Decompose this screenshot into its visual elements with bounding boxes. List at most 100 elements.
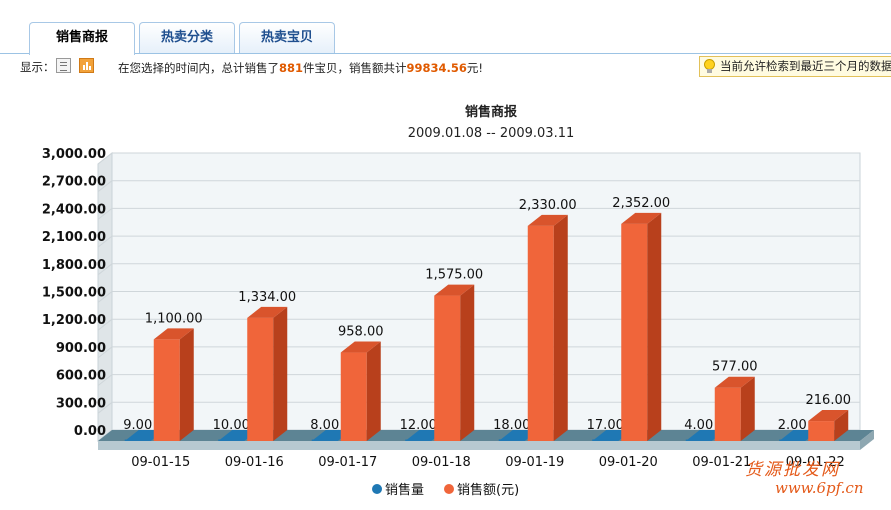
y-tick-label: 1,200.00 (42, 313, 106, 328)
chart-title: 销售商报 (465, 104, 518, 120)
plot-floor-top (98, 430, 874, 441)
legend-label-amount: 销售额(元) (457, 482, 519, 498)
x-tick-label: 09-01-20 (599, 455, 658, 470)
gridline-side (97, 235, 113, 248)
data-label-quantity: 4.00 (684, 418, 713, 433)
plot-floor-side (860, 430, 874, 450)
lightbulb-icon (704, 59, 715, 73)
notice-text: 当前允许检索到最近三个月的数据 (720, 59, 891, 73)
data-label-amount: 2,330.00 (519, 198, 577, 213)
bar-amount (153, 339, 180, 441)
data-label-amount: 216.00 (806, 393, 852, 408)
plot-floor-front (98, 441, 860, 450)
data-label-quantity: 2.00 (778, 418, 807, 433)
data-label-quantity: 9.00 (123, 418, 152, 433)
bar-amount-top (808, 410, 849, 422)
total-amount: 99834.56 (406, 61, 467, 75)
show-label: 显示： (20, 60, 55, 74)
data-label-quantity: 10.00 (213, 418, 250, 433)
gridline-side (97, 346, 113, 359)
watermark-logo: 货源批发网 www.6pf.cn (745, 455, 891, 500)
bar-amount-top (340, 341, 381, 353)
gridline-side (97, 263, 113, 276)
data-label-amount: 958.00 (338, 325, 384, 340)
watermark-line1: 货源批发网 (745, 460, 840, 480)
bar-amount-top (714, 376, 755, 388)
data-label-quantity: 12.00 (400, 418, 437, 433)
y-tick-label: 600.00 (56, 369, 106, 384)
bar-amount-side (740, 376, 755, 441)
bar-amount-side (834, 410, 849, 441)
tab-bar: 销售商报 热卖分类 热卖宝贝 (0, 0, 891, 55)
legend-dot-quantity (372, 484, 382, 494)
notice-box: 当前允许检索到最近三个月的数据 (699, 56, 891, 77)
y-tick-label: 300.00 (56, 396, 106, 411)
tab-hot-items[interactable]: 热卖宝贝 (239, 22, 335, 53)
gridline-side (97, 291, 113, 303)
bar-amount-top (621, 212, 662, 224)
data-label-amount: 577.00 (712, 360, 758, 375)
bar-amount (434, 295, 461, 441)
y-tick-label: 2,700.00 (42, 175, 106, 190)
bar-amount-side (647, 212, 662, 441)
bar-amount-side (366, 341, 381, 441)
data-label-amount: 1,575.00 (425, 268, 483, 283)
chart-view-icon[interactable] (79, 58, 94, 73)
bar-amount (808, 421, 835, 441)
list-view-icon[interactable] (56, 58, 71, 73)
y-tick-label: 3,000.00 (42, 147, 106, 162)
bar-amount-side (460, 284, 475, 441)
bar-quantity-front (685, 439, 712, 441)
tab-hot-categories[interactable]: 热卖分类 (139, 22, 235, 53)
y-tick-label: 1,500.00 (42, 286, 106, 301)
bar-quantity-front (779, 439, 806, 441)
x-tick-label: 09-01-15 (131, 455, 190, 470)
y-tick-label: 2,400.00 (42, 202, 106, 217)
data-label-amount: 1,334.00 (238, 290, 296, 305)
bar-amount-side (553, 214, 568, 441)
legend-dot-amount (444, 484, 454, 494)
bar-amount (247, 317, 274, 441)
bar-amount (621, 223, 648, 441)
watermark-line2: www.6pf.cn (775, 479, 864, 497)
bar-amount-side (179, 328, 194, 441)
y-tick-label: 900.00 (56, 341, 106, 356)
bar-amount-top (434, 284, 475, 296)
x-tick-label: 09-01-19 (505, 455, 564, 470)
gridline-side (97, 401, 113, 414)
data-label-quantity: 17.00 (587, 418, 624, 433)
bar-quantity-front (218, 439, 245, 441)
gridline-side (97, 208, 113, 220)
tab-sales-report[interactable]: 销售商报 (29, 22, 135, 55)
y-tick-label: 0.00 (74, 424, 106, 439)
total-items: 881 (279, 61, 304, 75)
data-label-quantity: 18.00 (493, 418, 530, 433)
bar-amount (340, 352, 367, 441)
bar-quantity-front (592, 439, 619, 441)
sales-summary: 在您选择的时间内，总计销售了881件宝贝，销售额共计99834.56元! (118, 61, 484, 75)
x-tick-label: 09-01-18 (412, 455, 471, 470)
x-tick-label: 09-01-17 (318, 455, 377, 470)
gridline-side (97, 152, 113, 165)
data-label-amount: 1,100.00 (145, 311, 203, 326)
bar-quantity-front (124, 439, 151, 441)
y-tick-label: 2,100.00 (42, 230, 106, 245)
gridline-side (97, 318, 113, 331)
bar-amount (527, 225, 554, 441)
gridline-side (97, 180, 113, 193)
toolbar: 显示： 在您选择的时间内，总计销售了881件宝贝，销售额共计99834.56元!… (0, 56, 891, 78)
bar-quantity-front (311, 439, 338, 441)
chart-subtitle: 2009.01.08 -- 2009.03.11 (408, 126, 575, 141)
data-label-amount: 2,352.00 (612, 196, 670, 211)
x-tick-label: 09-01-22 (786, 455, 845, 470)
bar-amount-side (273, 306, 288, 441)
x-tick-label: 09-01-21 (692, 455, 751, 470)
bar-quantity-front (498, 439, 525, 441)
bar-amount (714, 387, 741, 441)
y-tick-label: 1,800.00 (42, 258, 106, 273)
gridline-side (97, 374, 113, 386)
data-label-quantity: 8.00 (310, 418, 339, 433)
x-tick-label: 09-01-16 (225, 455, 284, 470)
bar-amount-top (153, 328, 194, 340)
legend-label-quantity: 销售量 (385, 482, 424, 498)
